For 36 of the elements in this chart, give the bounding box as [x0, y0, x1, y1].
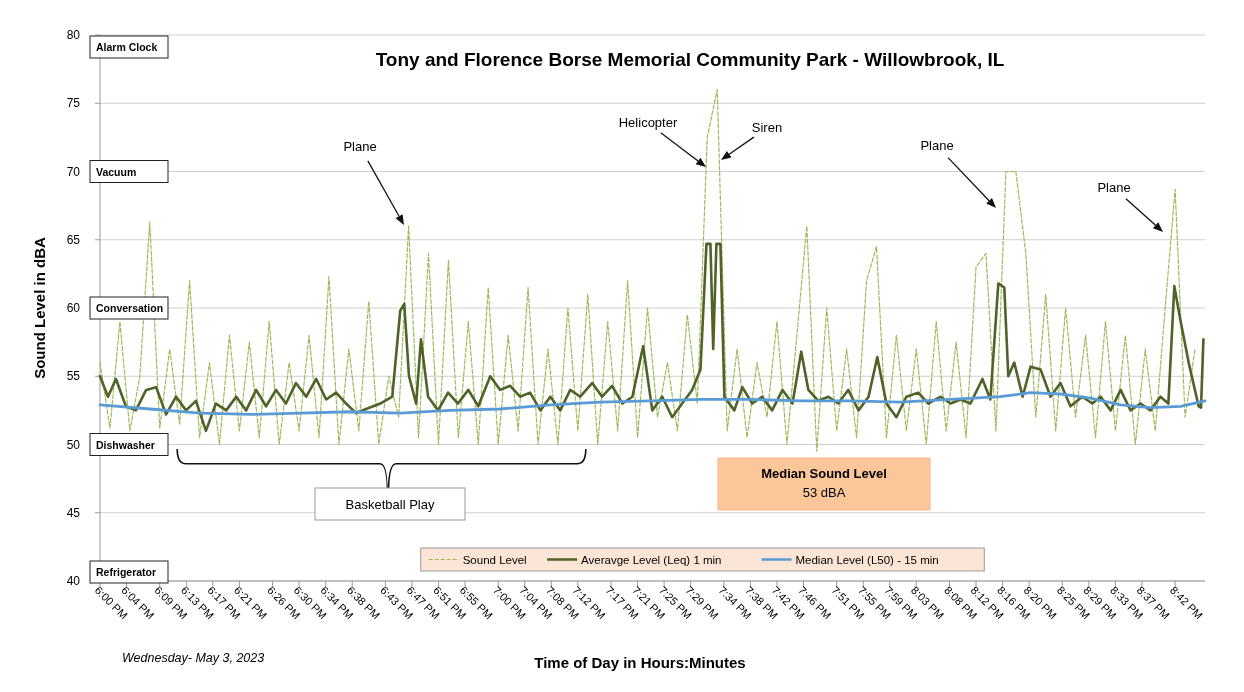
- annotation: Siren: [751, 120, 783, 135]
- y-tick-label: 40: [66, 574, 81, 588]
- annotation: Conversation: [96, 302, 164, 314]
- text: Tony and Florence Borse Memorial Community Park - Willowbrook, IL: [375, 49, 1005, 70]
- text: Wednesday- May 3, 2023: [122, 651, 265, 665]
- legend-label: Median Level (L50) - 15 min: [795, 554, 939, 566]
- y-tick-label: 50: [66, 437, 81, 452]
- y-tick-label: 65: [66, 232, 81, 247]
- y-tick-label: 75: [66, 96, 81, 111]
- level-label-box: Vacuum: [89, 160, 169, 183]
- annotation: Plane: [920, 138, 954, 153]
- annotation: Refrigerator: [96, 566, 157, 578]
- legend-label: Averavge Level (Leq) 1 min: [581, 554, 722, 566]
- annotation: Median Sound Level: [761, 466, 887, 481]
- annotation: 53 dBA: [802, 485, 846, 500]
- annotation: Vacuum: [96, 165, 137, 178]
- annotation: Helicopter: [618, 115, 678, 130]
- y-tick-label: 70: [66, 164, 81, 179]
- legend-label: Sound Level: [462, 554, 527, 566]
- line-series: [98, 242, 1205, 433]
- y-tick-label: 45: [66, 505, 81, 520]
- x-axis-title: Time of Day in Hours:Minutes: [534, 654, 746, 671]
- annotation: Alarm Clock: [96, 41, 158, 53]
- level-label-box: Alarm Clock: [89, 35, 169, 59]
- line-series: [98, 391, 1207, 416]
- level-label-box: Dishwasher: [89, 433, 169, 456]
- annotation: Plane: [343, 139, 377, 154]
- y-axis-title: Sound Level in dBA: [31, 237, 48, 379]
- annotation: Dishwasher: [96, 438, 155, 451]
- annotation: Basketball Play: [345, 497, 435, 512]
- level-label-box: Conversation: [89, 296, 169, 320]
- y-tick-label: 60: [66, 301, 81, 315]
- annotation: Plane: [1097, 180, 1131, 195]
- level-label-box: Refrigerator: [89, 560, 169, 584]
- y-tick-label: 80: [66, 28, 81, 42]
- y-tick-label: 55: [66, 369, 81, 384]
